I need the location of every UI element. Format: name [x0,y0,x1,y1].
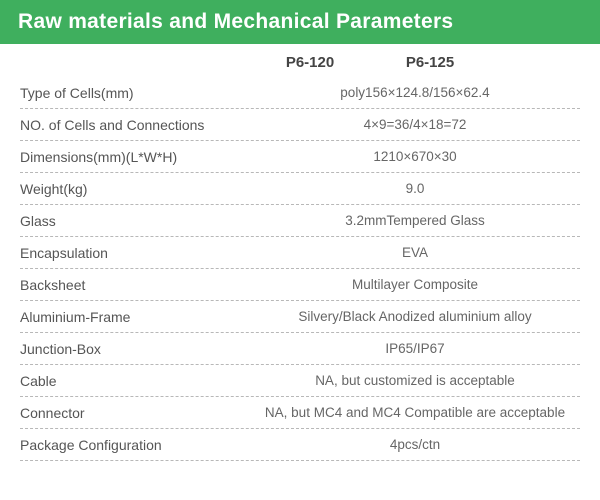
row-value: NA, but MC4 and MC4 Compatible are accep… [250,405,580,420]
row-value: EVA [250,245,580,260]
table-row: Glass 3.2mmTempered Glass [20,205,580,237]
row-value: IP65/IP67 [250,341,580,356]
row-label: NO. of Cells and Connections [20,117,250,133]
table-row: Weight(kg) 9.0 [20,173,580,205]
row-label: Cable [20,373,250,389]
table-row: Cable NA, but customized is acceptable [20,365,580,397]
row-value: NA, but customized is acceptable [250,373,580,388]
row-label: Glass [20,213,250,229]
table-row: Dimensions(mm)(L*W*H) 1210×670×30 [20,141,580,173]
row-value: poly156×124.8/156×62.4 [250,85,580,100]
row-value: Silvery/Black Anodized aluminium alloy [250,309,580,324]
row-label: Dimensions(mm)(L*W*H) [20,149,250,165]
row-label: Package Configuration [20,437,250,453]
row-label: Encapsulation [20,245,250,261]
table-row: Junction-Box IP65/IP67 [20,333,580,365]
row-value: Multilayer Composite [250,277,580,292]
row-value: 9.0 [250,181,580,196]
row-value: 3.2mmTempered Glass [250,213,580,228]
table-header-row: P6-120 P6-125 [20,44,580,77]
header-spacer [20,54,250,71]
row-label: Weight(kg) [20,181,250,197]
column-header-1: P6-120 [250,54,370,71]
row-label: Type of Cells(mm) [20,85,250,101]
table-row: NO. of Cells and Connections 4×9=36/4×18… [20,109,580,141]
section-title: Raw materials and Mechanical Parameters [18,10,453,33]
table-row: Package Configuration 4pcs/ctn [20,429,580,461]
column-header-2: P6-125 [370,54,490,71]
table-row: Type of Cells(mm) poly156×124.8/156×62.4 [20,77,580,109]
table-row: Connector NA, but MC4 and MC4 Compatible… [20,397,580,429]
table-row: Aluminium-Frame Silvery/Black Anodized a… [20,301,580,333]
row-value: 4×9=36/4×18=72 [250,117,580,132]
row-value: 1210×670×30 [250,149,580,164]
section-title-bar: Raw materials and Mechanical Parameters [0,0,600,44]
row-value: 4pcs/ctn [250,437,580,452]
row-label: Backsheet [20,277,250,293]
table-row: Backsheet Multilayer Composite [20,269,580,301]
row-label: Junction-Box [20,341,250,357]
spec-table: P6-120 P6-125 Type of Cells(mm) poly156×… [0,44,600,469]
row-label: Aluminium-Frame [20,309,250,325]
row-label: Connector [20,405,250,421]
table-row: Encapsulation EVA [20,237,580,269]
